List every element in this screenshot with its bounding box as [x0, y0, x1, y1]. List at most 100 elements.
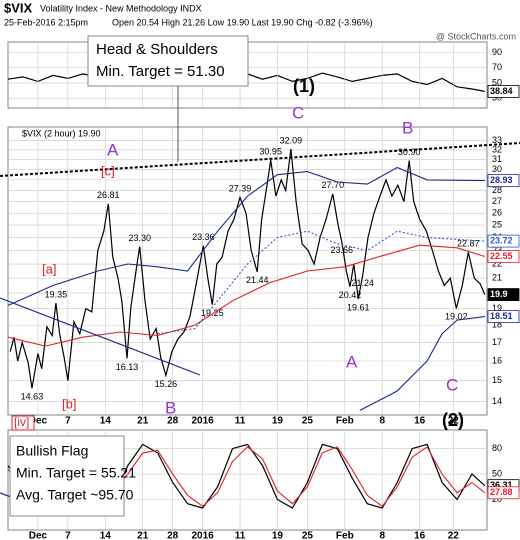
- x-tick-label: 25: [302, 416, 314, 427]
- series-line: [7, 166, 485, 307]
- data-label: 16.13: [116, 362, 139, 372]
- y-tick-label: 16: [492, 355, 502, 365]
- data-label: 23.36: [192, 232, 215, 242]
- last-value-box: [487, 310, 520, 324]
- x-tick-label: Dec: [29, 531, 48, 540]
- panel-frame: [7, 429, 488, 531]
- annotation: [c]: [101, 163, 115, 178]
- data-label: 27.70: [322, 180, 345, 190]
- symbol: $VIX: [4, 0, 33, 15]
- last-value-box: [487, 85, 520, 98]
- x-tick-label: 14: [100, 531, 112, 540]
- data-label: 19.35: [45, 289, 68, 299]
- index-name: Volatility Index - New Methodology INDX: [40, 3, 202, 13]
- annotation-box: [11, 415, 35, 431]
- x-tick-label: 8: [379, 416, 385, 427]
- x-tick-label: Feb: [336, 416, 354, 427]
- y-tick-label: 14: [492, 396, 502, 406]
- legend: $VIX (2 hour) 19.90: [22, 128, 101, 138]
- data-label: 32.09: [280, 135, 303, 145]
- annotation: Min. Target = 55.21: [16, 465, 136, 481]
- x-tick-label: 19: [272, 416, 284, 427]
- data-label: 14.63: [21, 392, 44, 402]
- date: 25-Feb-2016 2:15pm: [4, 17, 88, 27]
- series-line: [359, 316, 485, 411]
- y-tick-label: 33: [492, 135, 502, 145]
- last-value-label: 38.84: [490, 86, 513, 96]
- y-tick-label: 50: [492, 468, 502, 478]
- x-tick-label: 2016: [191, 416, 214, 427]
- x-tick-label: 11: [235, 531, 246, 540]
- y-tick-label: 26: [492, 208, 502, 218]
- last-value-label: 19.9: [490, 289, 508, 299]
- data-label: 19.25: [201, 308, 224, 318]
- data-label: 30.95: [259, 146, 282, 156]
- data-label: 27.39: [229, 184, 252, 194]
- annotation: [a]: [42, 261, 56, 276]
- y-tick-label: 50: [492, 77, 502, 87]
- data-label: 21.44: [246, 275, 269, 285]
- y-tick-label: 21: [492, 273, 502, 283]
- x-tick-label: 11: [235, 416, 246, 427]
- last-value-box: [487, 288, 520, 301]
- x-tick-label: 16: [414, 416, 426, 427]
- x-tick-label: 14: [100, 416, 112, 427]
- quote: Open 20.54 High 21.26 Low 19.90 Last 19.…: [112, 17, 373, 27]
- last-value-box: [487, 486, 520, 500]
- last-value-box: [487, 174, 520, 188]
- x-tick-label: Dec: [29, 416, 48, 427]
- annotation: Avg. Target ~95.70: [16, 487, 134, 503]
- annotation: Min. Target = 51.30: [96, 63, 225, 80]
- last-value-box: [487, 250, 520, 263]
- data-label: 22.87: [457, 239, 480, 249]
- annotation: Bullish Flag: [16, 443, 88, 459]
- y-tick-label: 27: [492, 196, 502, 206]
- annotation: (1): [293, 76, 315, 96]
- last-value-label: 36.31: [490, 480, 513, 490]
- x-tick-label: 22: [448, 531, 460, 540]
- last-value-label: 28.93: [490, 175, 513, 185]
- x-tick-label: 19: [272, 531, 284, 540]
- x-tick-label: 2016: [191, 531, 214, 540]
- x-tick-label: 21: [137, 531, 149, 540]
- y-tick-label: 32: [492, 144, 502, 154]
- x-tick-label: 25: [302, 531, 314, 540]
- x-tick-label: 28: [167, 416, 179, 427]
- data-label: 20.42: [339, 290, 362, 300]
- annotation: [b]: [62, 396, 76, 411]
- x-tick-label: 22: [448, 416, 460, 427]
- data-label: 21.24: [351, 278, 374, 288]
- annotation-box: [9, 435, 125, 517]
- data-label: 15.26: [155, 379, 178, 389]
- annotation: [iv]: [14, 415, 29, 429]
- trend-line: [0, 142, 520, 177]
- trend-line: [0, 297, 201, 376]
- annotation: A: [346, 352, 358, 371]
- last-value-box: [487, 234, 520, 248]
- data-label: 26.81: [97, 190, 120, 200]
- annotation: B: [402, 118, 413, 137]
- x-tick-label: 8: [379, 531, 385, 540]
- annotation: B: [165, 398, 176, 417]
- panel-frame: [7, 126, 488, 416]
- y-tick-label: 90: [492, 47, 502, 57]
- x-tick-label: Feb: [336, 531, 354, 540]
- annotation: (2): [442, 410, 464, 430]
- x-tick-label: 7: [65, 531, 71, 540]
- annotation-box: [87, 35, 249, 87]
- y-tick-label: 23: [492, 245, 502, 255]
- last-value-label: 23.72: [490, 235, 513, 245]
- annotation: A: [107, 140, 119, 159]
- series-line: [157, 230, 485, 335]
- x-tick-label: 16: [414, 531, 426, 540]
- series-line: [7, 244, 485, 347]
- y-tick-label: 22: [492, 258, 502, 268]
- annotation: C: [292, 103, 304, 122]
- data-label: 19.61: [347, 302, 370, 312]
- annotation: Head & Shoulders: [96, 41, 218, 58]
- y-tick-label: 25: [492, 219, 502, 229]
- y-tick-label: 70: [492, 62, 502, 72]
- y-tick-label: 30: [492, 164, 502, 174]
- y-tick-label: 18: [492, 320, 502, 330]
